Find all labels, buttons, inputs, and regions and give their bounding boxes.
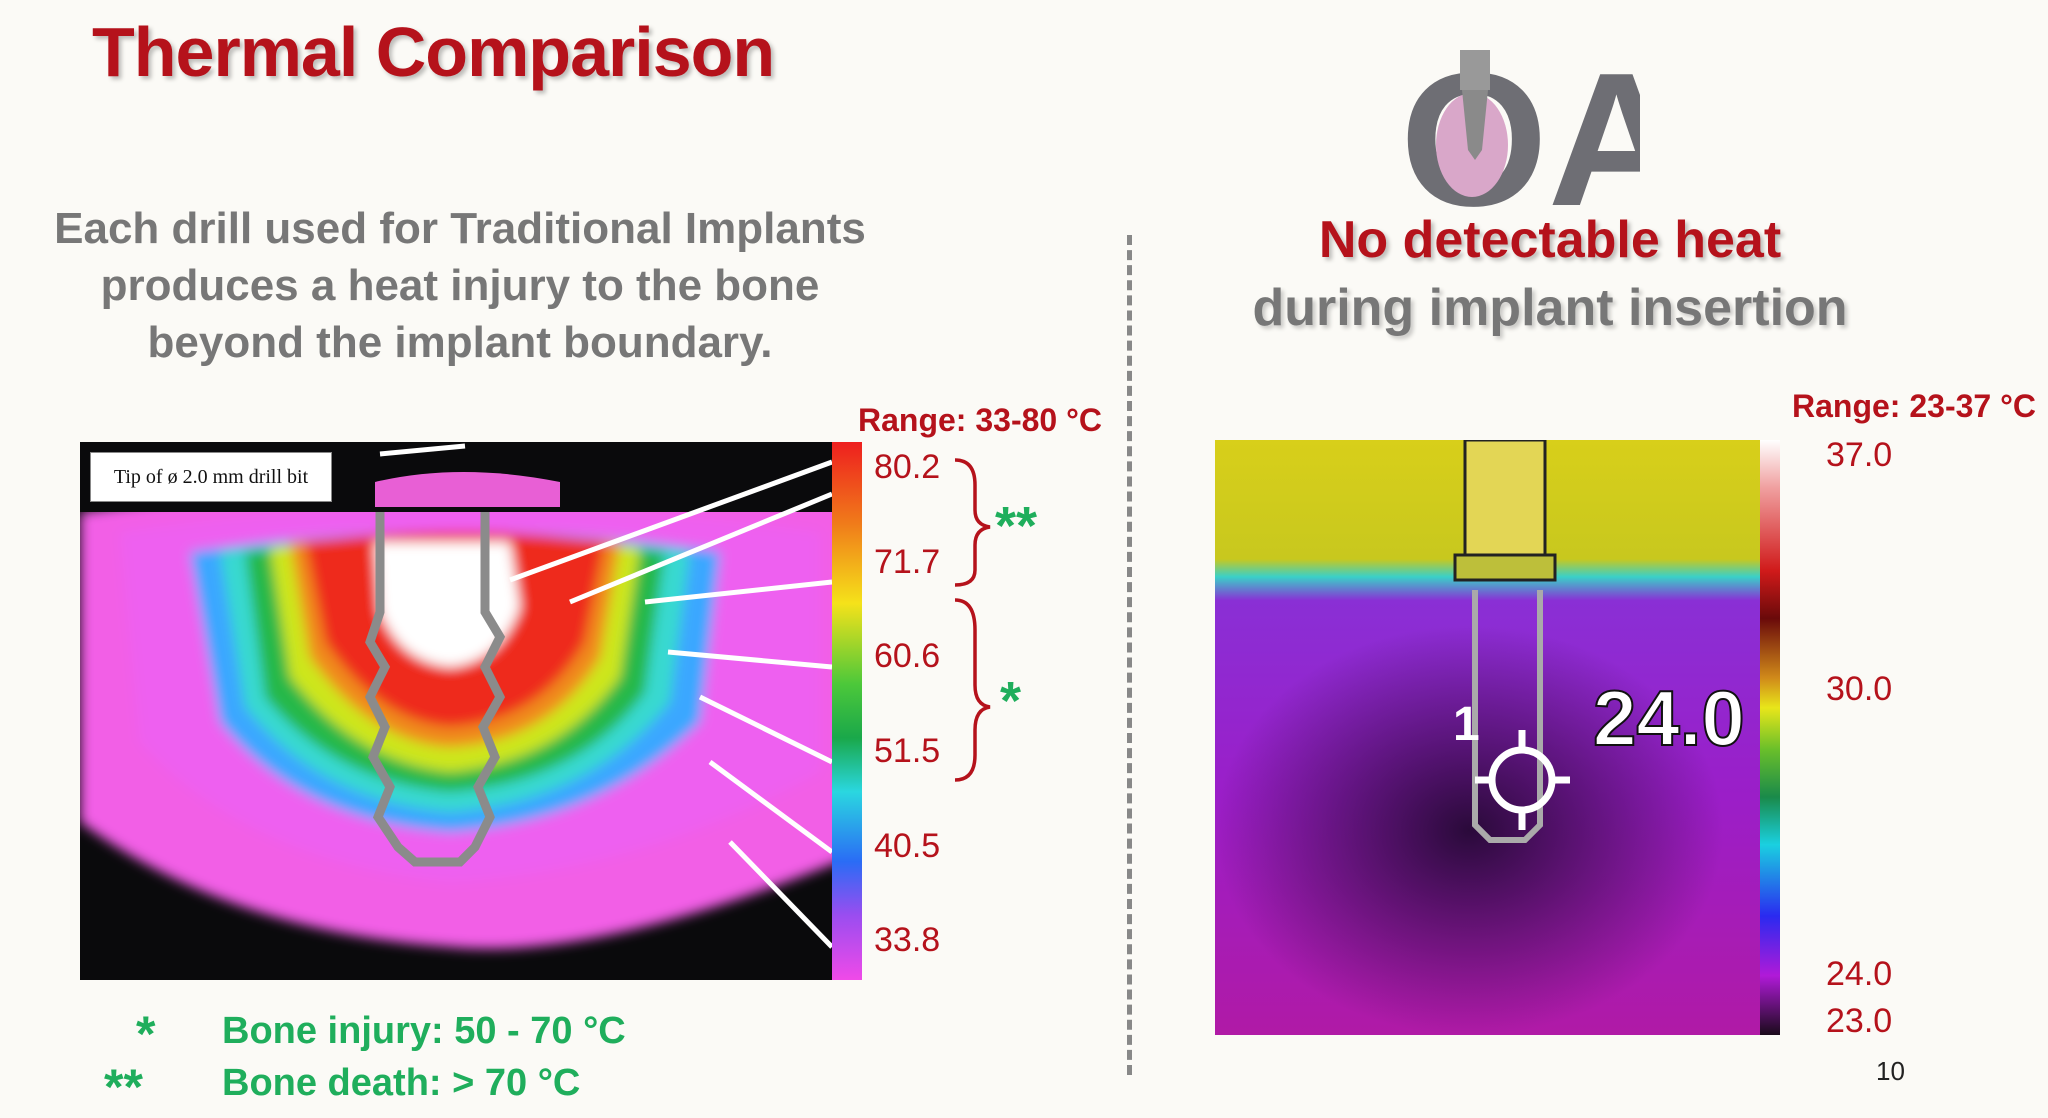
crosshair-icon xyxy=(1475,730,1570,830)
scale-label-33-8: 33.8 xyxy=(874,921,941,959)
drill-thermal-image xyxy=(80,442,862,980)
description-line-1: Each drill used for Traditional Implants xyxy=(54,204,866,253)
right-headline: No detectable heat xyxy=(1318,211,1782,269)
description-line-2: produces a heat injury to the bone xyxy=(100,261,820,310)
page-number: 10 xyxy=(1876,1056,1905,1086)
lower-brace xyxy=(954,598,991,782)
scale-label-60-6: 60.6 xyxy=(874,637,941,675)
scale-label-30-0: 30.0 xyxy=(1826,670,1893,708)
scale-label-37-0: 37.0 xyxy=(1826,436,1893,474)
brace-group xyxy=(954,458,991,782)
scale-label-40-5: 40.5 xyxy=(874,827,941,865)
scale-label-24-0: 24.0 xyxy=(1826,955,1893,993)
driver-head xyxy=(1463,440,1547,562)
left-color-scale xyxy=(832,442,862,980)
upper-brace-marker: ** xyxy=(995,496,1038,556)
spot-marker: 1 xyxy=(1453,698,1480,751)
logo-implant-icon xyxy=(1460,50,1490,90)
right-implant-outline xyxy=(1472,590,1543,843)
slide-title: Thermal Comparison xyxy=(92,13,775,91)
legend-text-injury: Bone injury: 50 - 70 °C xyxy=(222,1010,626,1052)
scale-label-23-0: 23.0 xyxy=(1826,1002,1893,1040)
left-range-label: Range: 33-80 °C xyxy=(858,402,1102,438)
legend-marker-death: ** xyxy=(104,1059,143,1115)
temperature-arrows xyxy=(379,443,834,949)
insertion-thermal-image: 1 24.0 xyxy=(1215,440,1780,1035)
scale-label-51-5: 51.5 xyxy=(874,732,941,770)
legend-text-death: Bone death: > 70 °C xyxy=(222,1062,581,1104)
right-color-scale xyxy=(1760,440,1780,1035)
drill-tip-callout: Tip of ø 2.0 mm drill bit xyxy=(90,452,332,502)
oa-logo: OA xyxy=(1400,40,1640,215)
section-divider xyxy=(1127,235,1132,1075)
implant-outline xyxy=(364,512,506,867)
scale-label-71-7: 71.7 xyxy=(874,543,941,581)
lower-brace-marker: * xyxy=(1000,671,1022,731)
left-description: Each drill used for Traditional Implants… xyxy=(20,200,900,371)
right-subheadline: during implant insertion xyxy=(1252,279,1848,337)
scale-label-80-2: 80.2 xyxy=(874,448,941,486)
right-range-label: Range: 23-37 °C xyxy=(1792,388,2036,424)
description-line-3: beyond the implant boundary. xyxy=(147,318,773,367)
logo-text: OA xyxy=(1400,40,1640,215)
temperature-readout: 24.0 xyxy=(1593,674,1745,762)
upper-brace xyxy=(954,458,991,587)
legend-marker-injury: * xyxy=(136,1006,156,1062)
